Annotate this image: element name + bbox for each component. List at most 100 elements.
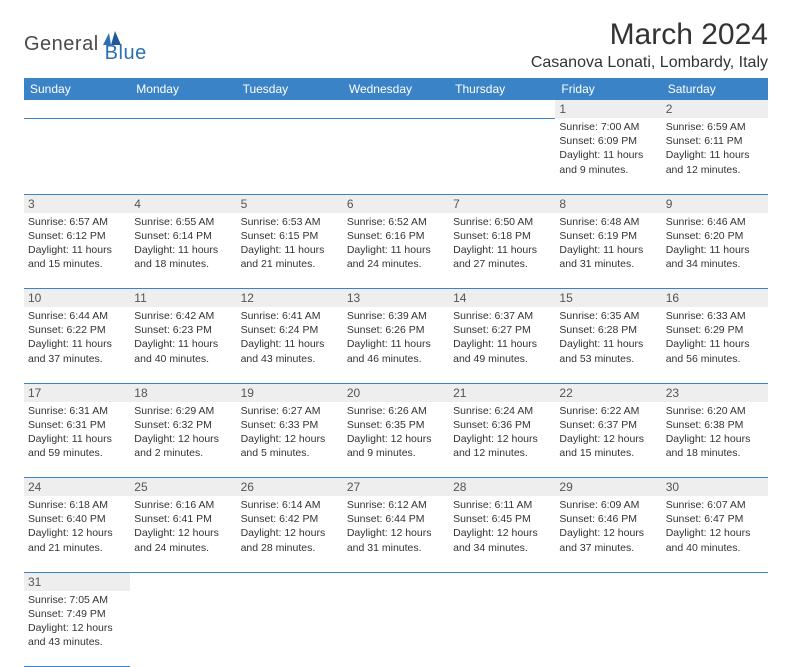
day-detail-cell: Sunrise: 7:05 AMSunset: 7:49 PMDaylight:… — [24, 591, 130, 667]
cell-line: Sunset: 6:22 PM — [28, 323, 126, 337]
day-detail-cell: Sunrise: 6:37 AMSunset: 6:27 PMDaylight:… — [449, 307, 555, 383]
title-block: March 2024 Casanova Lonati, Lombardy, It… — [531, 18, 768, 72]
cell-line: Sunrise: 6:35 AM — [559, 309, 657, 323]
day-detail-cell — [130, 118, 236, 194]
day-number-row: 17181920212223 — [24, 383, 768, 402]
cell-line: and 31 minutes. — [347, 541, 445, 555]
header: General Blue March 2024 Casanova Lonati,… — [24, 18, 768, 72]
day-detail-cell — [343, 591, 449, 667]
cell-line: Sunset: 6:19 PM — [559, 229, 657, 243]
cell-line: Sunset: 6:16 PM — [347, 229, 445, 243]
cell-line: Sunrise: 6:50 AM — [453, 215, 551, 229]
cell-line: Sunrise: 6:18 AM — [28, 498, 126, 512]
day-detail-cell — [237, 118, 343, 194]
cell-line: Sunrise: 7:05 AM — [28, 593, 126, 607]
cell-line: and 24 minutes. — [347, 257, 445, 271]
day-header: Monday — [130, 78, 236, 100]
day-number-cell — [343, 100, 449, 118]
cell-line: Daylight: 12 hours — [241, 526, 339, 540]
cell-line: Sunrise: 6:46 AM — [666, 215, 764, 229]
cell-line: Sunset: 6:23 PM — [134, 323, 232, 337]
cell-line: Sunrise: 6:14 AM — [241, 498, 339, 512]
day-header: Saturday — [662, 78, 768, 100]
cell-line: Sunrise: 6:55 AM — [134, 215, 232, 229]
day-number-cell: 18 — [130, 383, 236, 402]
day-number-cell: 8 — [555, 194, 661, 213]
day-number-row: 31 — [24, 572, 768, 591]
cell-line: Sunrise: 6:20 AM — [666, 404, 764, 418]
cell-line: Sunset: 6:26 PM — [347, 323, 445, 337]
cell-line: Daylight: 12 hours — [347, 526, 445, 540]
cell-line: Daylight: 11 hours — [347, 243, 445, 257]
day-detail-cell: Sunrise: 6:46 AMSunset: 6:20 PMDaylight:… — [662, 213, 768, 289]
cell-line: Sunset: 6:45 PM — [453, 512, 551, 526]
cell-line: Sunrise: 6:31 AM — [28, 404, 126, 418]
day-detail-row: Sunrise: 6:31 AMSunset: 6:31 PMDaylight:… — [24, 402, 768, 478]
day-number-cell: 3 — [24, 194, 130, 213]
day-detail-cell: Sunrise: 6:44 AMSunset: 6:22 PMDaylight:… — [24, 307, 130, 383]
day-detail-row: Sunrise: 7:05 AMSunset: 7:49 PMDaylight:… — [24, 591, 768, 667]
day-number-cell — [343, 572, 449, 591]
day-number-cell — [130, 100, 236, 118]
cell-line: Sunset: 6:44 PM — [347, 512, 445, 526]
day-detail-cell: Sunrise: 6:22 AMSunset: 6:37 PMDaylight:… — [555, 402, 661, 478]
cell-line: Daylight: 11 hours — [28, 432, 126, 446]
day-number-cell: 21 — [449, 383, 555, 402]
day-detail-cell: Sunrise: 6:52 AMSunset: 6:16 PMDaylight:… — [343, 213, 449, 289]
cell-line: and 15 minutes. — [559, 446, 657, 460]
day-header: Thursday — [449, 78, 555, 100]
cell-line: and 59 minutes. — [28, 446, 126, 460]
cell-line: Sunrise: 6:44 AM — [28, 309, 126, 323]
day-detail-cell: Sunrise: 6:39 AMSunset: 6:26 PMDaylight:… — [343, 307, 449, 383]
cell-line: and 56 minutes. — [666, 352, 764, 366]
cell-line: and 37 minutes. — [559, 541, 657, 555]
cell-line: and 31 minutes. — [559, 257, 657, 271]
cell-line: Sunrise: 7:00 AM — [559, 120, 657, 134]
cell-line: Sunset: 6:27 PM — [453, 323, 551, 337]
cell-line: and 53 minutes. — [559, 352, 657, 366]
day-detail-cell: Sunrise: 6:14 AMSunset: 6:42 PMDaylight:… — [237, 496, 343, 572]
cell-line: Daylight: 11 hours — [453, 243, 551, 257]
cell-line: Daylight: 12 hours — [134, 526, 232, 540]
location-subtitle: Casanova Lonati, Lombardy, Italy — [531, 54, 768, 72]
cell-line: Sunrise: 6:11 AM — [453, 498, 551, 512]
cell-line: Sunrise: 6:07 AM — [666, 498, 764, 512]
cell-line: and 21 minutes. — [28, 541, 126, 555]
cell-line: and 21 minutes. — [241, 257, 339, 271]
day-number-cell: 27 — [343, 478, 449, 497]
day-number-row: 12 — [24, 100, 768, 118]
cell-line: Sunset: 6:31 PM — [28, 418, 126, 432]
cell-line: Daylight: 12 hours — [666, 526, 764, 540]
day-detail-cell: Sunrise: 6:26 AMSunset: 6:35 PMDaylight:… — [343, 402, 449, 478]
day-number-cell: 31 — [24, 572, 130, 591]
cell-line: Daylight: 11 hours — [559, 337, 657, 351]
cell-line: Daylight: 12 hours — [453, 526, 551, 540]
cell-line: Sunset: 7:49 PM — [28, 607, 126, 621]
day-number-row: 3456789 — [24, 194, 768, 213]
cell-line: and 12 minutes. — [666, 163, 764, 177]
cell-line: Sunset: 6:40 PM — [28, 512, 126, 526]
cell-line: Sunrise: 6:57 AM — [28, 215, 126, 229]
day-detail-cell: Sunrise: 6:35 AMSunset: 6:28 PMDaylight:… — [555, 307, 661, 383]
day-number-cell — [24, 100, 130, 118]
cell-line: Sunset: 6:42 PM — [241, 512, 339, 526]
day-header: Tuesday — [237, 78, 343, 100]
day-number-cell: 13 — [343, 289, 449, 308]
cell-line: Sunrise: 6:42 AM — [134, 309, 232, 323]
cell-line: Sunrise: 6:39 AM — [347, 309, 445, 323]
day-number-cell: 11 — [130, 289, 236, 308]
cell-line: and 40 minutes. — [134, 352, 232, 366]
day-detail-cell: Sunrise: 6:20 AMSunset: 6:38 PMDaylight:… — [662, 402, 768, 478]
cell-line: Daylight: 12 hours — [28, 526, 126, 540]
cell-line: and 27 minutes. — [453, 257, 551, 271]
day-number-row: 10111213141516 — [24, 289, 768, 308]
day-detail-cell — [555, 591, 661, 667]
day-number-cell: 5 — [237, 194, 343, 213]
day-number-cell: 10 — [24, 289, 130, 308]
day-number-cell: 24 — [24, 478, 130, 497]
day-detail-cell: Sunrise: 6:16 AMSunset: 6:41 PMDaylight:… — [130, 496, 236, 572]
day-number-cell: 12 — [237, 289, 343, 308]
day-detail-row: Sunrise: 6:57 AMSunset: 6:12 PMDaylight:… — [24, 213, 768, 289]
cell-line: Daylight: 11 hours — [134, 337, 232, 351]
cell-line: and 28 minutes. — [241, 541, 339, 555]
